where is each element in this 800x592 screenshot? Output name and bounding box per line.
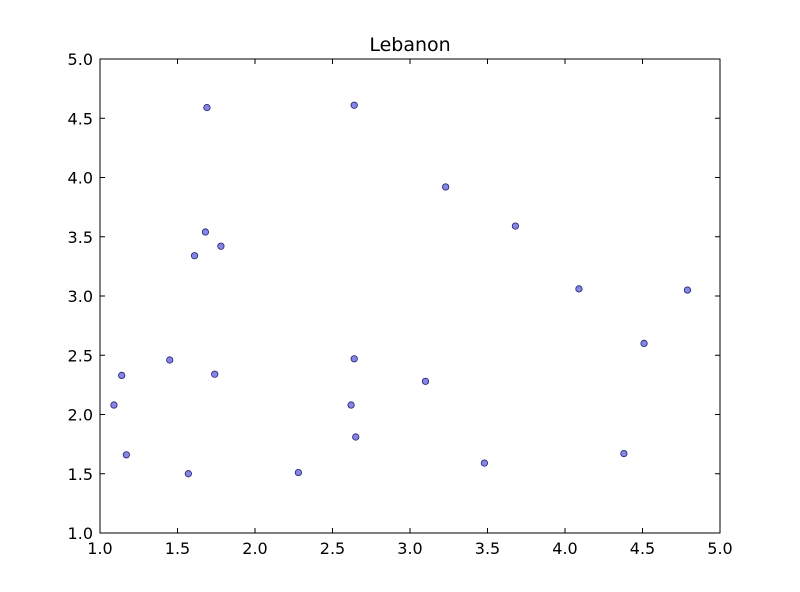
x-tick-label: 1.5 [165, 539, 190, 558]
scatter-point [347, 401, 355, 409]
scatter-point [203, 103, 211, 112]
scatter-point [620, 450, 628, 458]
y-tick-label: 1.5 [68, 465, 93, 484]
ticks-layer: 1.0 1.5 2.0 2.5 3.0 3.5 4.0 4.5 5.0 1.0 1.5 2.0 2.5 3… [68, 50, 733, 558]
x-tick-label: 4.5 [630, 539, 655, 558]
y-tick-label: 1.0 [68, 524, 93, 543]
scatter-point [201, 228, 209, 236]
chart-title: Lebanon [369, 34, 450, 56]
x-tick-label: 3.5 [475, 539, 500, 558]
scatter-point [575, 285, 583, 293]
scatter-point [683, 286, 692, 294]
x-tick-label: 1.0 [87, 539, 112, 558]
x-tick-label: 5.0 [707, 539, 732, 558]
x-tick-label: 2.0 [242, 539, 267, 558]
scatter-point [110, 401, 118, 409]
scatter-point [294, 468, 302, 477]
scatter-point [166, 356, 174, 364]
scatter-point [190, 252, 199, 260]
x-tick-label: 3.0 [397, 539, 422, 558]
scatter-point [211, 370, 219, 378]
y-tick-label: 3.0 [68, 287, 93, 306]
scatter-point [442, 183, 450, 191]
scatter-point [350, 101, 358, 109]
y-tick-label: 2.0 [68, 406, 93, 425]
scatter-point [421, 377, 430, 385]
x-tick-label: 2.5 [320, 539, 345, 558]
y-tick-label: 4.0 [68, 169, 93, 188]
scatter-point [184, 470, 192, 478]
y-tick-label: 4.5 [68, 109, 93, 128]
scatter-point [640, 339, 648, 347]
y-tick-label: 5.0 [68, 50, 93, 69]
points-layer [110, 101, 692, 478]
plot-frame [99, 58, 721, 534]
y-tick-label: 3.5 [68, 228, 93, 247]
scatter-point [118, 371, 126, 379]
scatter-point [122, 451, 130, 459]
scatter-point [352, 433, 360, 441]
scatter-point [511, 222, 520, 230]
x-tick-label: 4.0 [552, 539, 577, 558]
scatter-point [350, 355, 358, 363]
y-tick-label: 2.5 [68, 346, 93, 365]
scatter-point [480, 459, 488, 467]
scatter-point [217, 242, 225, 250]
